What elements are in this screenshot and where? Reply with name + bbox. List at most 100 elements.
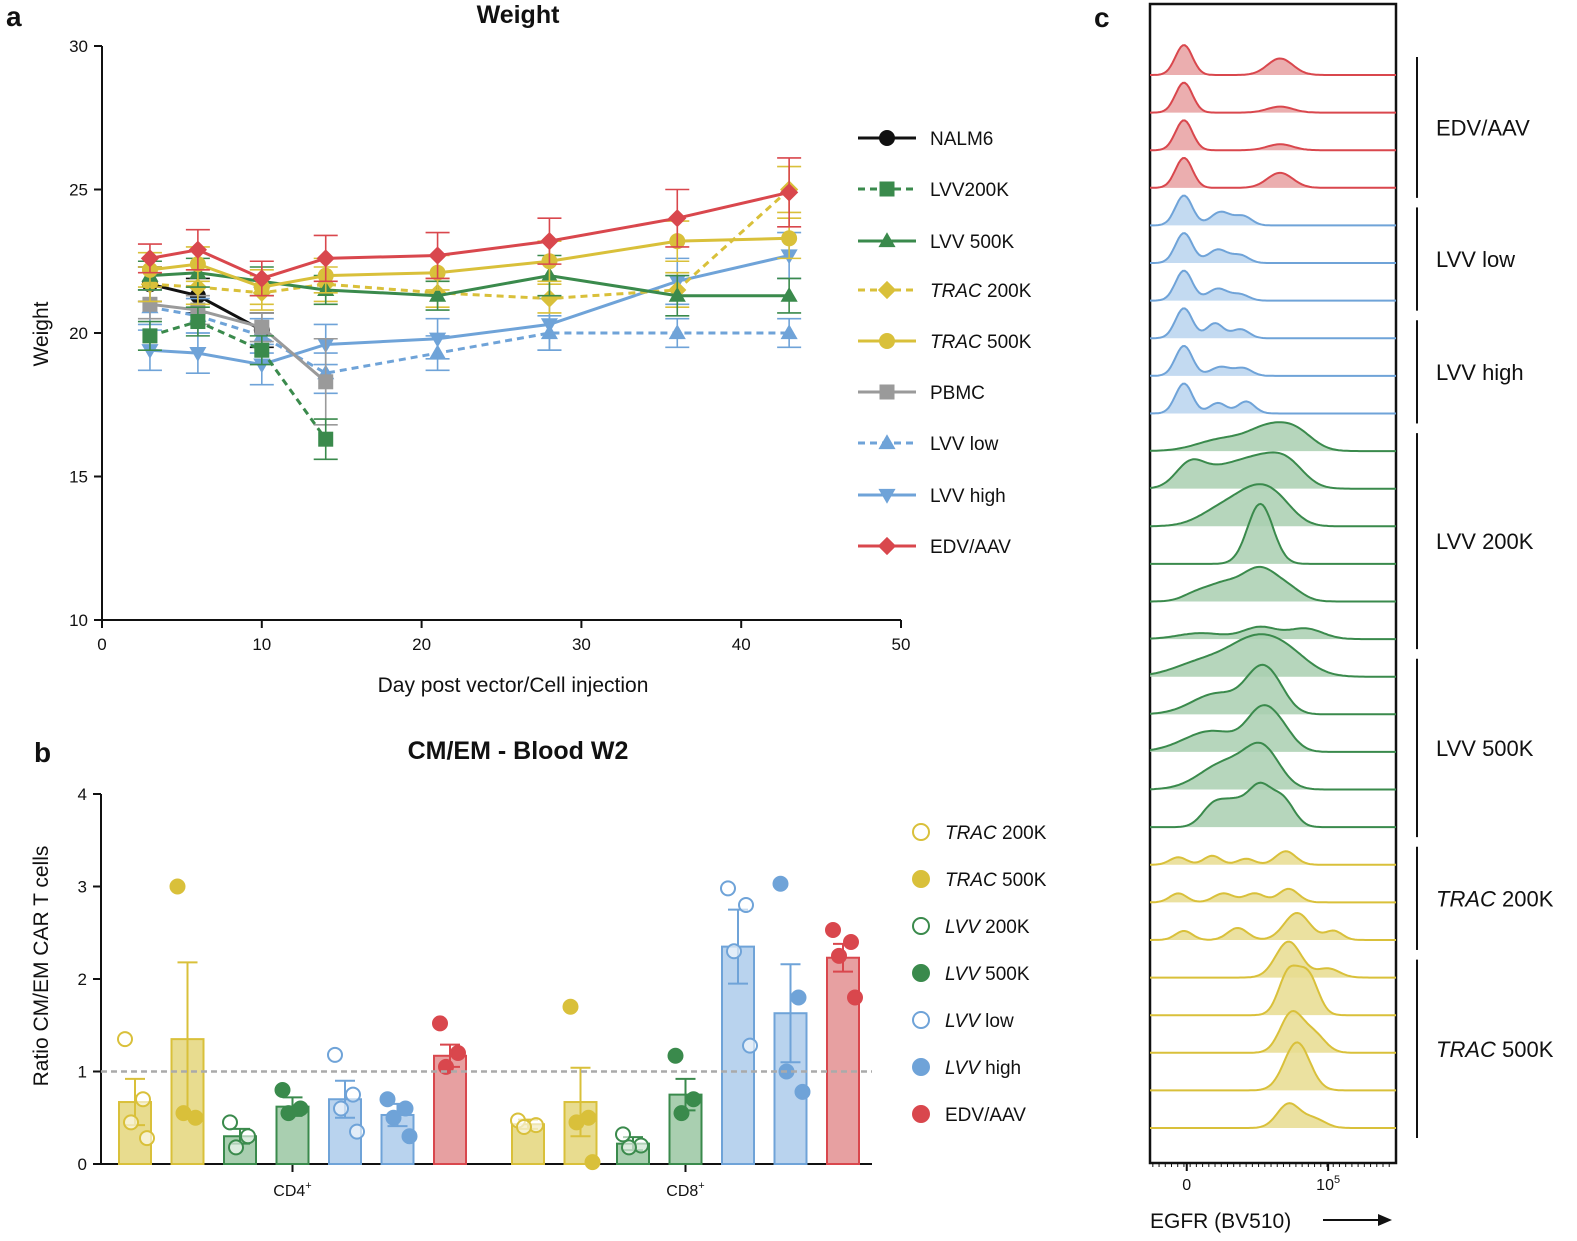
histogram-fill — [1150, 742, 1396, 790]
legend-label: LVV 200K — [945, 917, 1030, 938]
histogram-fill — [1150, 941, 1396, 978]
histogram-fill — [1150, 452, 1396, 489]
series-line — [149, 236, 790, 289]
histogram-trace — [1150, 1041, 1396, 1092]
x-tick-label: 20 — [412, 635, 431, 654]
data-point — [254, 319, 270, 335]
legend-label-italic: LVV — [945, 917, 982, 938]
x-tick-label: 10 — [252, 635, 271, 654]
data-point — [780, 324, 798, 340]
data-point — [831, 947, 847, 964]
group-label-text: 200K — [1496, 886, 1554, 911]
group-label-text: CD8 — [666, 1183, 698, 1200]
data-point — [401, 1128, 418, 1145]
histogram-trace — [1149, 382, 1396, 415]
histogram-fill — [1150, 484, 1396, 527]
histogram-fill — [1150, 705, 1396, 752]
legend-label-text: high — [980, 1058, 1021, 1079]
legend-entry: PBMC — [858, 383, 985, 404]
data-point — [318, 374, 334, 390]
legend-label: LVV low — [930, 434, 999, 455]
data-point — [742, 1037, 758, 1054]
legend-entry: TRAC 500K — [858, 332, 1032, 353]
group-label-italic: TRAC — [1436, 1037, 1496, 1062]
y-tick-label: 10 — [69, 611, 88, 630]
data-point — [584, 1154, 601, 1171]
histogram-fill — [1150, 195, 1396, 226]
legend-marker — [879, 384, 895, 400]
group-label-text: LVV high — [1436, 360, 1524, 385]
histogram-trace — [1150, 269, 1396, 302]
y-tick-label: 4 — [78, 785, 87, 804]
data-point — [117, 1031, 133, 1048]
legend-label-italic: LVV — [945, 964, 982, 985]
legend-entry: EDV/AAV — [858, 536, 1011, 558]
data-point — [397, 1100, 414, 1117]
weight-line-chart: Weight Day post vector/Cell injection We… — [30, 1, 1032, 697]
legend-marker — [878, 232, 896, 248]
legend-label-italic: LVV — [945, 1058, 982, 1079]
x-tick-label: 0 — [1182, 1177, 1191, 1194]
legend-label-italic: TRAC — [930, 281, 982, 302]
data-point — [429, 332, 447, 348]
group-label-italic: TRAC — [1436, 886, 1496, 911]
histogram-group: TRAC 200K — [1150, 846, 1554, 950]
legend-marker — [878, 488, 896, 504]
data-point — [667, 1047, 684, 1064]
plot-frame — [1148, 2, 1398, 1165]
data-point — [772, 875, 789, 892]
data-point — [843, 934, 859, 950]
panel-label-b: b — [34, 737, 51, 768]
histogram-trace — [1150, 156, 1396, 189]
legend-marker — [912, 1058, 930, 1076]
data-point — [540, 232, 559, 251]
histogram-trace — [1150, 964, 1396, 1017]
data-point — [385, 1109, 402, 1126]
group-label: LVV 500K — [1436, 736, 1534, 761]
legend-label: LVV low — [945, 1011, 1014, 1032]
legend-label: EDV/AAV — [930, 537, 1011, 558]
legend-entry: TRAC 200K — [858, 280, 1032, 302]
data-point — [254, 342, 270, 358]
group-label: CD4+ — [273, 1180, 311, 1200]
bar-group — [825, 921, 863, 1165]
legend-marker — [912, 823, 930, 841]
legend-label-text: LVV high — [930, 486, 1006, 507]
data-point — [668, 324, 686, 340]
legend-label: EDV/AAV — [945, 1105, 1026, 1126]
legend-label-italic: TRAC — [945, 870, 997, 891]
legend-entry: LVV200K — [858, 180, 1009, 201]
group-label: LVV low — [1436, 247, 1515, 272]
bar-group — [510, 1112, 545, 1165]
bar-group — [667, 1047, 703, 1165]
data-point — [568, 1114, 585, 1131]
histogram-fill — [1150, 1103, 1396, 1128]
legend-entry: LVV 200K — [912, 917, 1030, 938]
data-point — [825, 921, 841, 938]
ratio-chart-ylabel: Ratio CM/EM CAR T cells — [30, 846, 53, 1087]
legend-label: LVV high — [930, 486, 1006, 507]
data-point — [668, 209, 687, 228]
x-tick-label: 40 — [732, 635, 751, 654]
legend-label-text: 500K — [980, 964, 1030, 985]
legend-label-text: EDV/AAV — [945, 1105, 1026, 1126]
legend-entry: TRAC 200K — [912, 823, 1047, 844]
x-tick-label-sup: 5 — [1334, 1174, 1340, 1186]
group-label: TRAC 500K — [1436, 1037, 1554, 1062]
legend-marker — [878, 434, 896, 450]
histogram-fill — [1150, 82, 1396, 113]
data-point — [274, 1082, 291, 1098]
data-point — [349, 1123, 365, 1140]
legend-entry: LVV 500K — [912, 964, 1030, 985]
bar — [433, 1054, 467, 1166]
histogram-fill — [1150, 422, 1396, 452]
histogram-fill — [1150, 45, 1396, 75]
series-lvv-low — [137, 289, 802, 395]
legend-marker — [912, 1105, 930, 1123]
legend-label-text: 200K — [980, 917, 1030, 938]
bar — [826, 956, 860, 1165]
legend-label-text: 200K — [997, 823, 1047, 844]
weight-chart-xlabel: Day post vector/Cell injection — [378, 674, 649, 697]
data-point — [190, 314, 206, 330]
